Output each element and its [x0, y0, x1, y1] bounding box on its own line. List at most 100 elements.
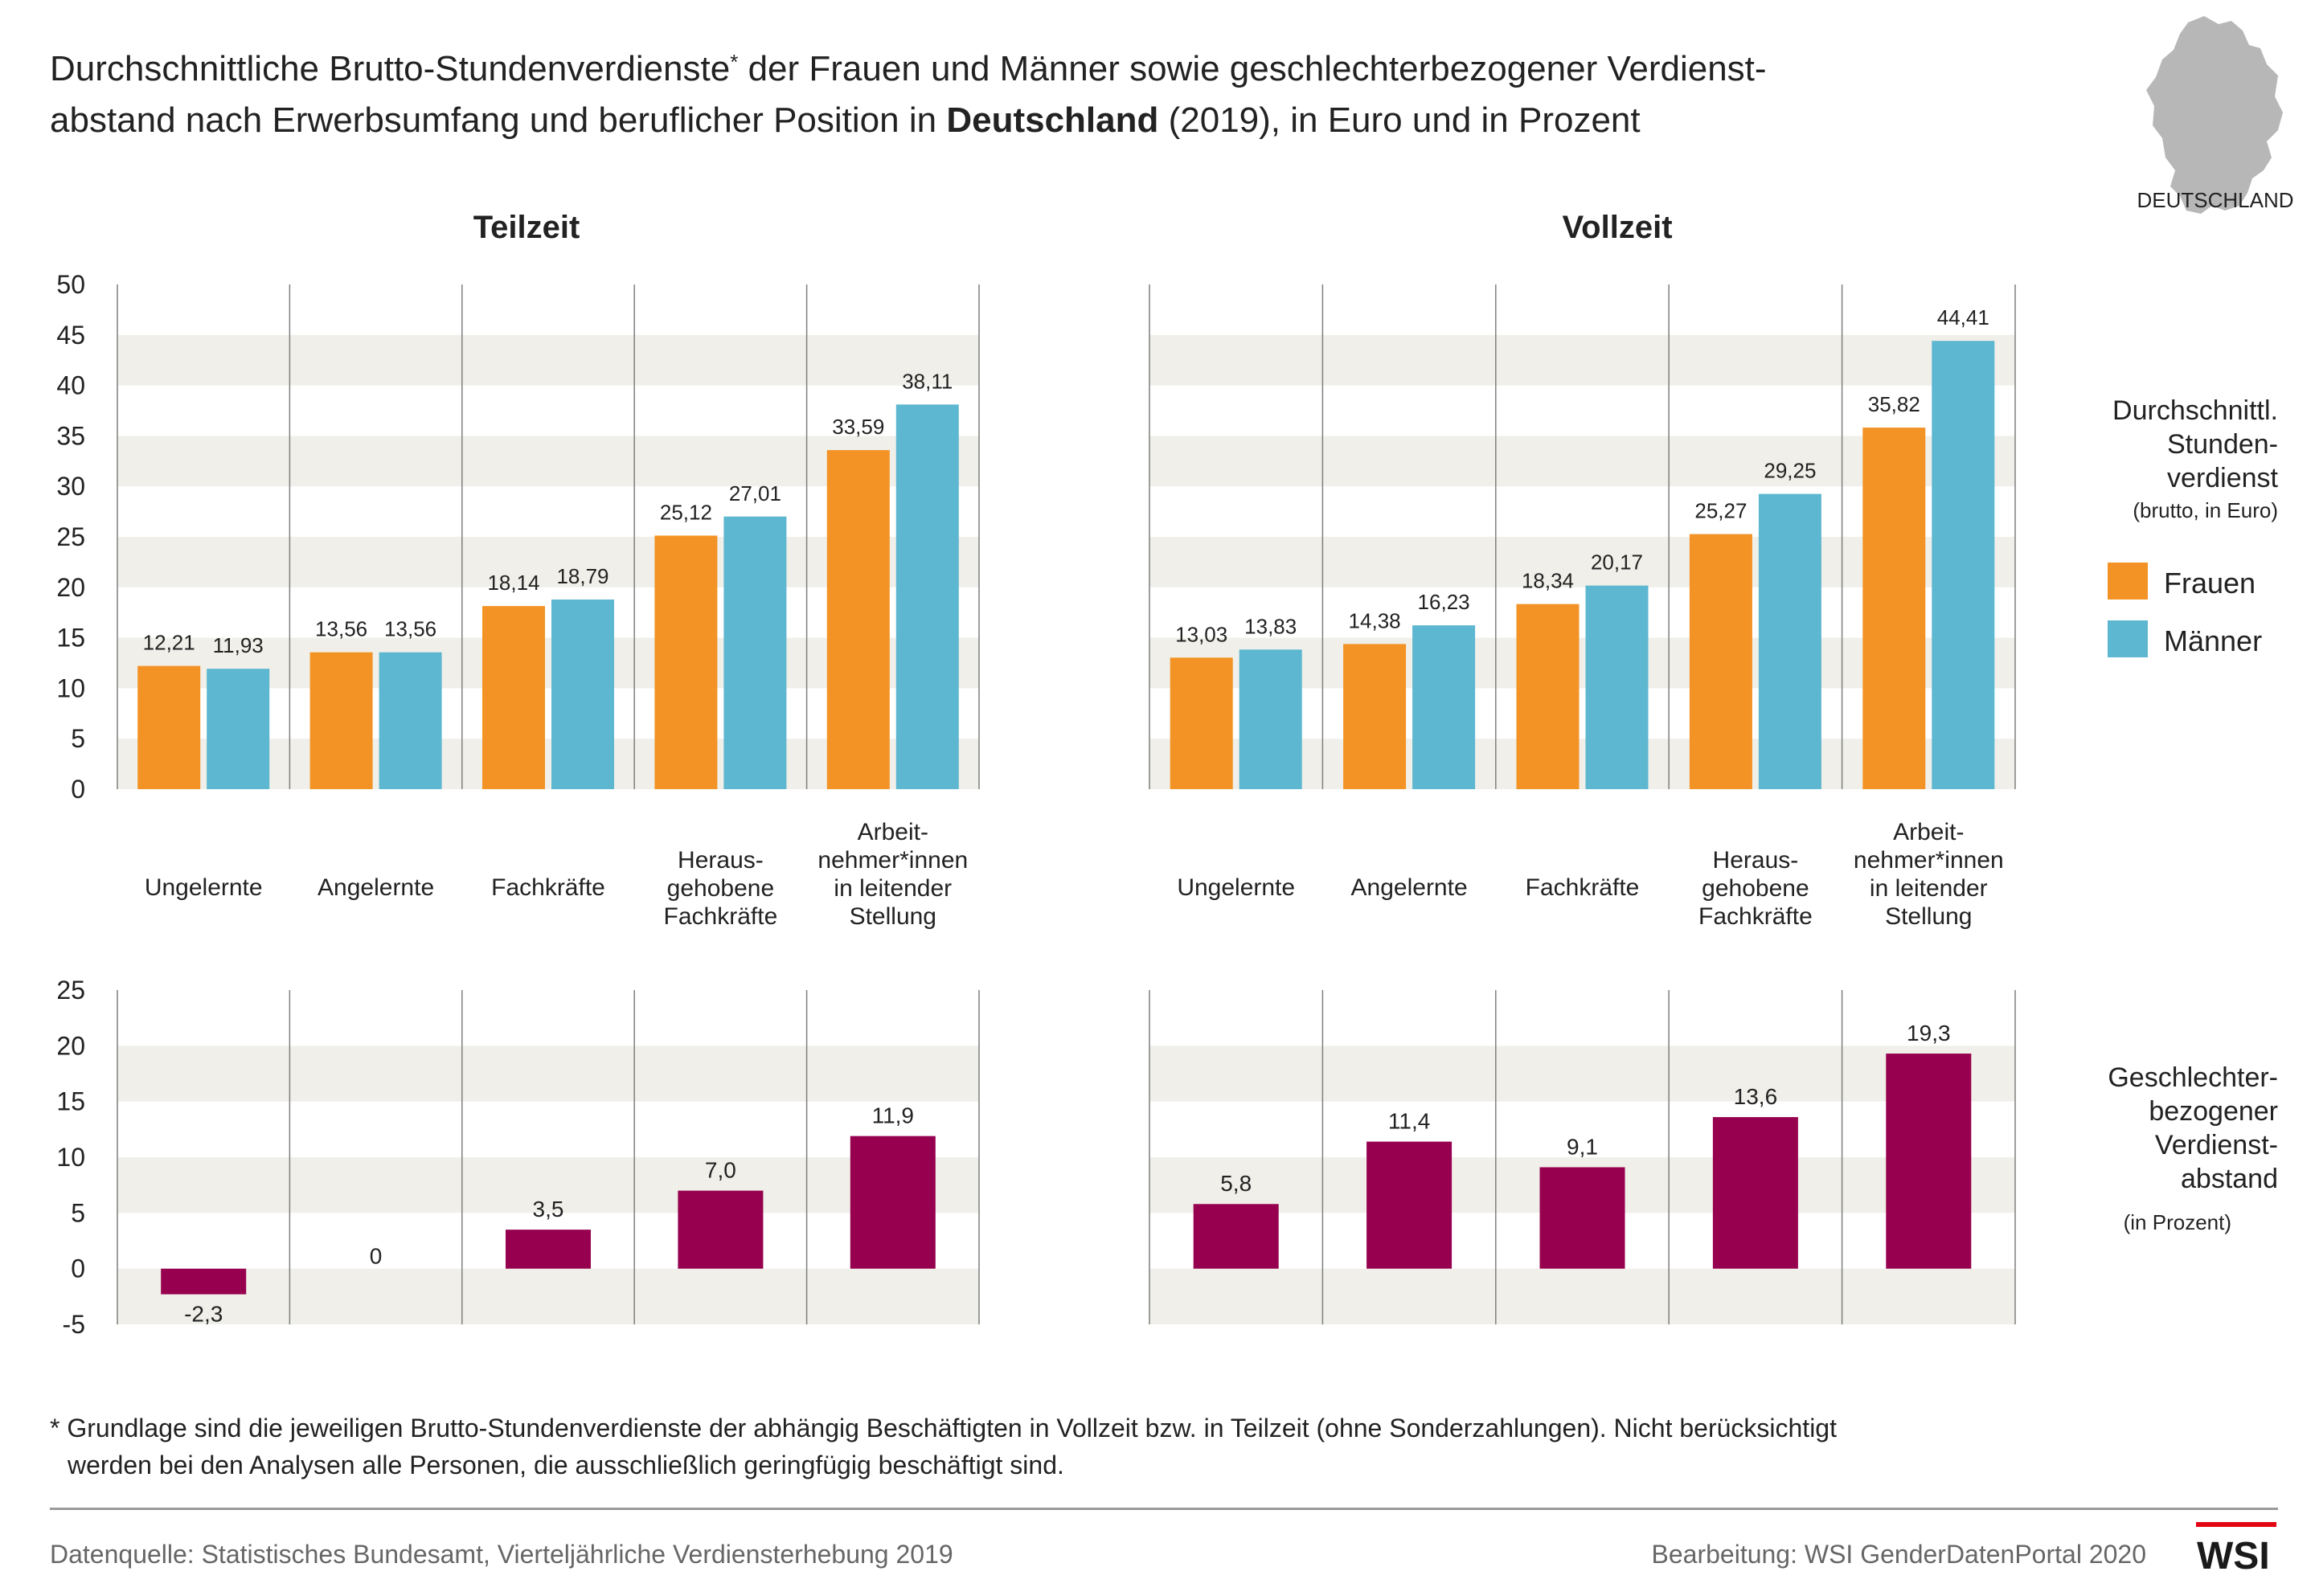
bar-value-label: 33,59 — [832, 415, 884, 439]
gap-value-label: 19,3 — [1907, 1021, 1951, 1046]
bar-gap — [506, 1230, 591, 1269]
footnote-line-1: * Grundlage sind die jeweiligen Brutto-S… — [50, 1414, 1837, 1443]
wsi-logo-bar — [2196, 1522, 2276, 1527]
gap-value-label: 3,5 — [533, 1197, 564, 1222]
y-tick-label: 45 — [56, 321, 85, 350]
grid-band — [117, 1157, 979, 1213]
y-tick-label: 10 — [56, 1143, 85, 1172]
bar-value-label: 13,56 — [384, 617, 436, 641]
y-tick-label: 35 — [56, 421, 85, 450]
data-source: Datenquelle: Statistisches Bundesamt, Vi… — [50, 1540, 953, 1569]
bar-gap — [161, 1268, 247, 1295]
legend-gap-heading-4: abstand — [2181, 1164, 2278, 1194]
bar-maenner — [551, 599, 614, 789]
category-label: Heraus-gehobene Fachkräfte — [664, 847, 778, 930]
gap-value-label: 7,0 — [705, 1158, 736, 1183]
bar-value-label: 13,83 — [1244, 614, 1297, 638]
y-tick-label: 25 — [56, 522, 85, 551]
bar-value-label: 27,01 — [729, 481, 781, 505]
legend-earnings-heading-3: verdienst — [2167, 463, 2279, 493]
y-tick-label: 25 — [56, 976, 85, 1005]
credit: Bearbeitung: WSI GenderDatenPortal 2020 — [1652, 1540, 2146, 1569]
bar-value-label: 18,34 — [1522, 569, 1574, 593]
legend-earnings-heading-1: Durchschnittl. — [2112, 395, 2278, 426]
category-label: Fachkräfte — [1526, 874, 1640, 901]
y-tick-label: -5 — [63, 1310, 85, 1339]
legend-label-frauen: Frauen — [2164, 567, 2256, 600]
bar-value-label: 44,41 — [1937, 305, 1989, 329]
bar-value-label: 13,56 — [315, 617, 367, 641]
bar-gap — [678, 1190, 764, 1269]
category-label: Arbeit-nehmer*innen in leitender Stellung — [1854, 819, 2004, 930]
category-labels-right: Ungelernte Angelernte Fachkräfte Heraus-geh… — [1177, 819, 2003, 930]
gap-value-label: 9,1 — [1567, 1134, 1598, 1159]
bar-gap — [1886, 1054, 1972, 1269]
y-tick-label: 5 — [71, 1198, 85, 1227]
y-tick-label: 10 — [56, 673, 85, 702]
teilzeit-earnings-panel: 0 5 10 15 20 25 30 35 40 45 50 12,21 13,56 18,14 25,12… — [56, 270, 980, 804]
gap-value-label: 11,9 — [872, 1103, 914, 1128]
legend-earnings-heading-2: Stunden- — [2167, 429, 2278, 460]
bar-value-label: 11,93 — [213, 633, 264, 657]
grid-band — [117, 334, 979, 386]
bar-maenner — [1585, 585, 1649, 789]
footnote-line-2: werden bei den Analysen alle Personen, d… — [67, 1451, 1064, 1479]
bar-value-label: 18,14 — [487, 571, 539, 595]
bar-frauen — [1170, 657, 1233, 789]
legend-gap-heading-2: bezogener — [2149, 1096, 2278, 1127]
bar-frauen — [826, 450, 890, 789]
grid-band — [1149, 334, 2015, 386]
bar-frauen — [1516, 604, 1580, 789]
bar-value-label: 35,82 — [1868, 392, 1920, 416]
y-tick-label: 5 — [71, 724, 85, 753]
bar-maenner — [1758, 493, 1821, 789]
bar-maenner — [1932, 341, 1995, 789]
grid-band — [1149, 1046, 2015, 1102]
gap-value-label: 11,4 — [1388, 1109, 1430, 1134]
legend-label-maenner: Männer — [2164, 624, 2262, 657]
category-label: Arbeit-nehmer*innen in leitender Stellung — [817, 819, 968, 930]
y-tick-label: 50 — [56, 270, 85, 299]
vollzeit-gap-panel: 5,8 11,4 9,1 13,6 19,3 — [1149, 990, 2016, 1324]
category-labels-left: Ungelernte Angelernte Fachkräfte Heraus-geh… — [145, 819, 968, 930]
panel-title-teilzeit: Teilzeit — [473, 210, 580, 245]
y-tick-label: 15 — [56, 1087, 85, 1116]
bar-gap — [1193, 1204, 1279, 1269]
bar-value-label: 29,25 — [1764, 459, 1816, 483]
bar-maenner — [207, 669, 270, 789]
gap-value-label: 13,6 — [1734, 1084, 1778, 1109]
category-label: Fachkräfte — [491, 874, 605, 901]
grid-band — [117, 1046, 979, 1102]
vollzeit-earnings-panel: 13,03 14,38 18,34 25,27 35,82 13,83 16,23 20,17… — [1149, 284, 2016, 789]
legend-gap-subheading: (in Prozent) — [2124, 1210, 2231, 1234]
bar-gap — [1712, 1117, 1798, 1269]
map-label: DEUTSCHLAND — [2137, 188, 2293, 212]
bar-value-label: 18,79 — [556, 564, 608, 588]
y-tick-label: 40 — [56, 371, 85, 400]
legend-swatch-maenner — [2108, 620, 2148, 657]
gap-value-label: 5,8 — [1220, 1171, 1252, 1196]
panel-title-vollzeit: Vollzeit — [1562, 210, 1672, 245]
y-tick-label: 0 — [71, 775, 85, 804]
category-label: Ungelernte — [145, 874, 263, 901]
bar-value-label: 20,17 — [1591, 550, 1643, 575]
bar-frauen — [654, 535, 718, 789]
bar-frauen — [1343, 644, 1407, 789]
bar-value-label: 13,03 — [1175, 622, 1227, 646]
legend-earnings-subheading: (brutto, in Euro) — [2133, 498, 2278, 522]
chart-title-line-2: abstand nach Erwerbsumfang und beruflich… — [50, 100, 1641, 140]
bar-value-label: 25,12 — [660, 500, 712, 524]
legend-gap-heading-3: Verdienst- — [2155, 1130, 2278, 1160]
legend-gap-heading-1: Geschlechter- — [2108, 1062, 2278, 1093]
y-tick-label: 0 — [71, 1254, 85, 1283]
grid-band — [117, 1268, 979, 1324]
bar-value-label: 12,21 — [143, 631, 195, 655]
category-label: Heraus-gehobene Fachkräfte — [1698, 847, 1813, 930]
chart-title-line-1: Durchschnittliche Brutto-Stundenverdiens… — [50, 49, 1767, 88]
category-label: Ungelernte — [1177, 874, 1295, 901]
y-tick-label: 20 — [56, 573, 85, 602]
germany-map-icon — [2146, 16, 2283, 214]
y-tick-label: 30 — [56, 472, 85, 501]
bar-frauen — [137, 665, 201, 789]
